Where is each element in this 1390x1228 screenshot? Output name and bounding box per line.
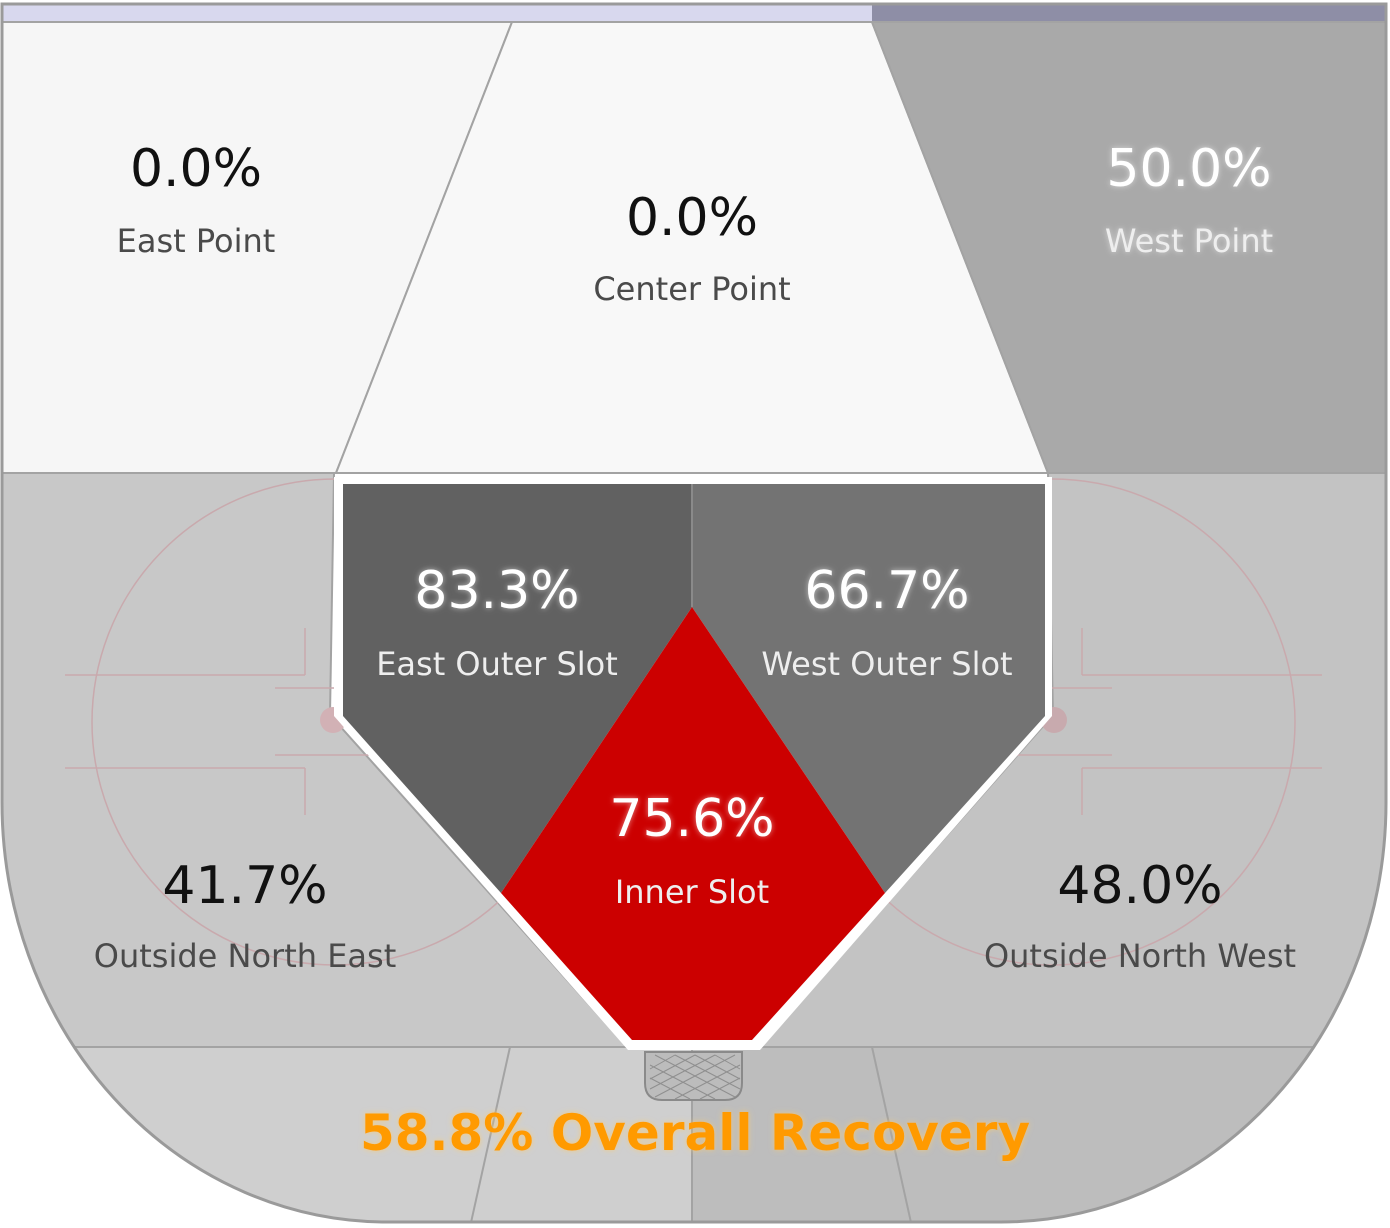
- west-outer-slot-label: West Outer Slot: [761, 645, 1012, 683]
- top-bar-left: [2, 4, 872, 22]
- east-outer-slot-pct: 83.3%: [414, 561, 579, 621]
- west-point-pct: 50.0%: [1106, 139, 1271, 199]
- zone-west-outer-slot: [692, 484, 1045, 893]
- outside-north-east-pct: 41.7%: [162, 856, 327, 916]
- outside-north-east-label: Outside North East: [94, 937, 396, 975]
- east-outer-slot-label: East Outer Slot: [376, 645, 618, 683]
- east-point-pct: 0.0%: [130, 139, 262, 199]
- goal-net: [644, 1051, 743, 1101]
- overall-recovery: 58.8% Overall Recovery: [360, 1104, 1030, 1162]
- zone-east-outer-slot: [343, 484, 692, 893]
- west-point-label: West Point: [1105, 222, 1273, 260]
- top-bar-right: [872, 4, 1386, 22]
- center-point-pct: 0.0%: [626, 188, 758, 248]
- center-point-label: Center Point: [593, 270, 790, 308]
- outside-north-west-pct: 48.0%: [1057, 856, 1222, 916]
- inner-slot-label: Inner Slot: [615, 873, 769, 911]
- east-point-label: East Point: [117, 222, 276, 260]
- west-outer-slot-pct: 66.7%: [804, 561, 969, 621]
- zone-inner-slot: [501, 607, 885, 1040]
- inner-slot-pct: 75.6%: [609, 789, 774, 849]
- outside-north-west-label: Outside North West: [984, 937, 1296, 975]
